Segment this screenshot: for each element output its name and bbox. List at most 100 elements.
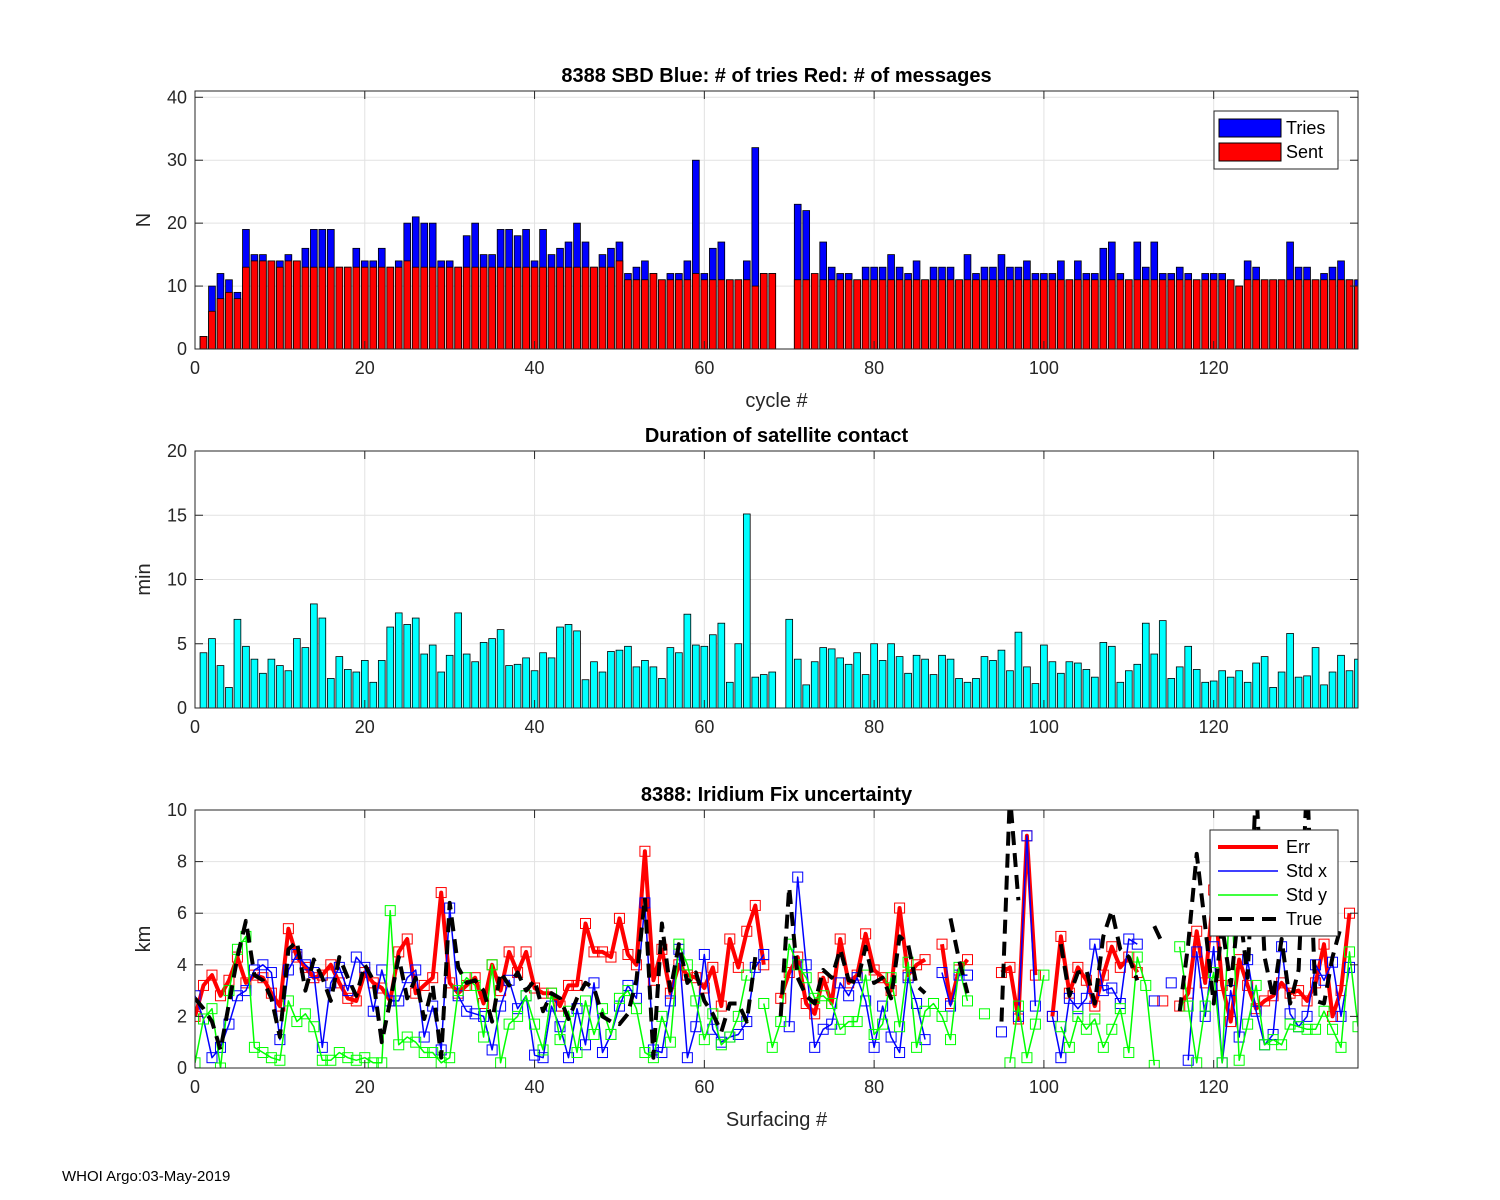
bar-duration-92 bbox=[972, 678, 980, 708]
bar-duration-109 bbox=[1116, 681, 1125, 708]
x-tick-label: 120 bbox=[1199, 358, 1229, 378]
marker-std-y-69 bbox=[775, 1016, 787, 1028]
bar-sent-44 bbox=[564, 266, 573, 349]
bar-sent-85 bbox=[912, 279, 921, 349]
bar-sent-31 bbox=[454, 266, 462, 349]
marker-std-y-125 bbox=[1250, 979, 1262, 991]
marker-std-y-117 bbox=[1182, 1000, 1194, 1012]
bar-duration-105 bbox=[1082, 669, 1091, 708]
bar-sent-122 bbox=[1226, 279, 1235, 349]
bar-duration-4 bbox=[225, 687, 233, 708]
chart-title: 8388: Iridium Fix uncertainty bbox=[641, 784, 913, 806]
marker-std-y-93 bbox=[978, 1008, 990, 1020]
bar-sent-128 bbox=[1277, 279, 1286, 349]
bar-duration-93 bbox=[980, 656, 989, 708]
marker-std-y-18 bbox=[342, 1052, 354, 1064]
marker-std-x-60 bbox=[698, 948, 710, 960]
marker-err-18 bbox=[342, 992, 354, 1004]
legend-label: Std x bbox=[1286, 861, 1327, 881]
bar-sent-20 bbox=[360, 266, 369, 349]
bar-duration-19 bbox=[352, 671, 361, 708]
bar-sent-92 bbox=[972, 279, 980, 349]
bar-duration-133 bbox=[1320, 684, 1328, 708]
marker-err-49 bbox=[605, 951, 617, 963]
marker-std-y-88 bbox=[936, 1010, 948, 1022]
marker-std-x-78 bbox=[851, 972, 863, 984]
x-tick-label: 80 bbox=[864, 717, 884, 737]
bar-duration-135 bbox=[1337, 654, 1345, 708]
bar-duration-80 bbox=[870, 643, 878, 708]
marker-std-y-107 bbox=[1097, 1041, 1109, 1053]
y-tick-label: 2 bbox=[177, 1006, 187, 1026]
bar-sent-56 bbox=[666, 279, 675, 349]
bar-sent-49 bbox=[607, 266, 615, 349]
bar-duration-45 bbox=[573, 630, 581, 708]
bar-duration-23 bbox=[386, 626, 395, 708]
marker-std-y-35 bbox=[486, 959, 498, 971]
bar-sent-37 bbox=[505, 266, 513, 349]
bar-sent-41 bbox=[539, 266, 547, 349]
marker-std-y-78 bbox=[851, 1016, 863, 1028]
bar-duration-61 bbox=[709, 634, 717, 708]
marker-std-y-131 bbox=[1301, 1023, 1313, 1035]
marker-std-y-67 bbox=[758, 998, 770, 1009]
marker-std-x-131 bbox=[1301, 1010, 1313, 1022]
bar-duration-71 bbox=[793, 658, 802, 708]
marker-std-x-105 bbox=[1080, 992, 1092, 1004]
marker-std-y-128 bbox=[1276, 1039, 1288, 1051]
marker-std-y-134 bbox=[1327, 1023, 1339, 1035]
bar-duration-58 bbox=[683, 613, 692, 708]
x-tick-label: 60 bbox=[694, 717, 714, 737]
marker-std-x-101 bbox=[1046, 1010, 1058, 1022]
marker-std-x-46 bbox=[579, 1039, 591, 1051]
bar-duration-98 bbox=[1023, 666, 1031, 708]
marker-err-2 bbox=[206, 969, 218, 981]
marker-std-x-26 bbox=[410, 964, 422, 976]
bar-sent-13 bbox=[301, 266, 310, 349]
marker-std-y-19 bbox=[350, 1054, 362, 1066]
bar-duration-42 bbox=[547, 657, 556, 708]
marker-std-x-19 bbox=[350, 951, 362, 963]
bar-duration-67 bbox=[759, 674, 768, 708]
marker-std-x-76 bbox=[834, 977, 846, 989]
bar-duration-116 bbox=[1175, 666, 1184, 708]
legend: Tries Sent bbox=[1213, 110, 1339, 170]
bar-sent-98 bbox=[1023, 279, 1031, 349]
bar-sent-55 bbox=[658, 279, 666, 349]
bar-sent-96 bbox=[1006, 279, 1014, 349]
marker-std-x-48 bbox=[596, 1047, 608, 1059]
marker-std-y-45 bbox=[571, 1047, 583, 1059]
marker-std-x-83 bbox=[894, 1047, 906, 1059]
bar-duration-31 bbox=[454, 612, 462, 708]
marker-err-29 bbox=[435, 887, 447, 899]
bar-duration-11 bbox=[284, 670, 293, 708]
bar-sent-131 bbox=[1303, 279, 1311, 349]
bar-duration-50 bbox=[615, 649, 624, 708]
marker-std-y-12 bbox=[291, 1016, 303, 1028]
bar-sent-59 bbox=[692, 273, 700, 349]
marker-std-y-43 bbox=[554, 1034, 566, 1046]
bar-sent-86 bbox=[921, 279, 929, 349]
marker-err-64 bbox=[732, 961, 744, 973]
marker-std-y-31 bbox=[452, 985, 464, 997]
marker-std-x-77 bbox=[843, 990, 855, 1002]
line-true bbox=[195, 810, 1343, 1060]
marker-err-65 bbox=[741, 925, 753, 937]
bar-duration-76 bbox=[836, 657, 844, 708]
plot-area bbox=[199, 513, 1358, 708]
bar-sent-62 bbox=[717, 279, 726, 349]
x-tick-label: 100 bbox=[1029, 1077, 1059, 1097]
marker-err-28 bbox=[427, 972, 439, 984]
marker-std-x-8 bbox=[257, 959, 269, 971]
bar-sent-80 bbox=[870, 279, 878, 349]
bar-duration-43 bbox=[556, 626, 564, 708]
marker-std-x-67 bbox=[758, 948, 770, 960]
marker-std-y-82 bbox=[885, 972, 897, 984]
marker-std-x-102 bbox=[1055, 1052, 1067, 1064]
x-tick-label: 40 bbox=[525, 717, 545, 737]
marker-std-y-63 bbox=[724, 1031, 736, 1043]
marker-std-y-80 bbox=[868, 1028, 880, 1040]
marker-std-y-104 bbox=[1072, 1010, 1084, 1022]
y-tick-label: 8 bbox=[177, 852, 187, 872]
